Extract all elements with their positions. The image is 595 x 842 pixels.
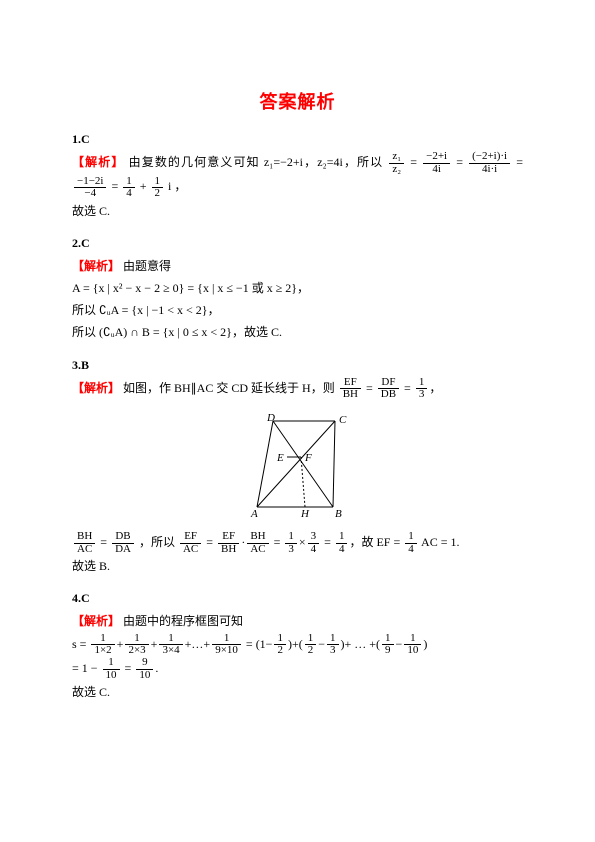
problem-number: 2.C [72,236,523,251]
svg-text:E: E [276,452,284,464]
problem-number: 1.C [72,132,523,147]
fraction: −1−2i−4 [74,176,106,200]
solution-line: 【解析】 由题意得 [72,255,523,277]
fraction: 34 [308,531,320,555]
solution-line: 故选 C. [72,200,523,222]
fraction: EFAC [180,531,201,555]
fraction: 13 [416,377,428,401]
solution-line: BHAC = DBDA ，所以 EFAC = EFBH·BHAC = 13×34… [72,531,523,555]
fraction: BHAC [74,531,95,555]
fraction: 14 [336,531,348,555]
fraction: (−2+i)·i4i·i [469,151,510,175]
fraction: 14 [123,176,135,200]
svg-text:F: F [304,452,312,464]
fraction: −2+i4i [423,151,450,175]
marker-label: 【解析】 [72,259,120,273]
svg-text:A: A [250,508,258,520]
solution-line: 所以 (∁ᵤA) ∩ B = {x | 0 ≤ x < 2}，故选 C. [72,321,523,343]
fraction: 13 [285,531,297,555]
svg-text:B: B [335,508,342,520]
text: 由复数的几何意义可知 z₁=−2+i，z₂=4i，所以 [129,155,384,169]
text: 由题意得 [123,259,171,273]
solution-line: 【解析】 由题中的程序框图可知 [72,610,523,632]
fraction: 14 [405,531,417,555]
geometry-figure: D C E F A H B [72,411,523,525]
fraction: BHAC [247,531,268,555]
svg-text:D: D [266,412,275,424]
fraction: 12×3 [125,633,148,657]
svg-text:C: C [339,414,347,426]
fraction: 13×4 [159,633,182,657]
svg-text:H: H [300,508,310,520]
fraction: z₁z₂ [389,151,404,175]
fraction: 11×2 [91,633,114,657]
text: 由题中的程序框图可知 [123,614,243,628]
text: 如图，作 BH∥AC 交 CD 延长线于 H，则 [123,381,335,395]
figure-svg: D C E F A H B [239,411,357,521]
fraction: 19 [382,633,394,657]
fraction: DBDA [112,531,134,555]
solution-line: 所以 ∁ᵤA = {x | −1 < x < 2}， [72,299,523,321]
solution-line: 【解析】 如图，作 BH∥AC 交 CD 延长线于 H，则 EFBH = DFD… [72,377,523,401]
fraction: EFBH [218,531,239,555]
page-title: 答案解析 [72,88,523,114]
problem-number: 4.C [72,591,523,606]
page: 答案解析 1.C 【解析】 由复数的几何意义可知 z₁=−2+i，z₂=4i，所… [0,0,595,743]
solution-line: = 1 − 110 = 910. [72,657,523,681]
fraction: 12 [305,633,317,657]
solution-line: A = {x | x² − x − 2 ≥ 0} = {x | x ≤ −1 或… [72,277,523,299]
fraction: DFDB [378,377,399,401]
fraction: 13 [327,633,339,657]
solution-line: 【解析】 由复数的几何意义可知 z₁=−2+i，z₂=4i，所以 z₁z₂ = … [72,151,523,200]
solution-line: 故选 B. [72,555,523,577]
marker-label: 【解析】 [72,381,120,395]
problem-number: 3.B [72,358,523,373]
fraction: 19×10 [212,633,241,657]
fraction: 110 [404,633,421,657]
fraction: 110 [103,657,120,681]
fraction: EFBH [340,377,361,401]
solution-line: s = 11×2+12×3+13×4+…+19×10 = (1−12)+(12−… [72,633,523,657]
marker-label: 【解析】 [72,155,124,169]
solution-line: 故选 C. [72,681,523,703]
fraction: 910 [136,657,153,681]
fraction: 12 [274,633,286,657]
fraction: 12 [152,176,164,200]
marker-label: 【解析】 [72,614,120,628]
